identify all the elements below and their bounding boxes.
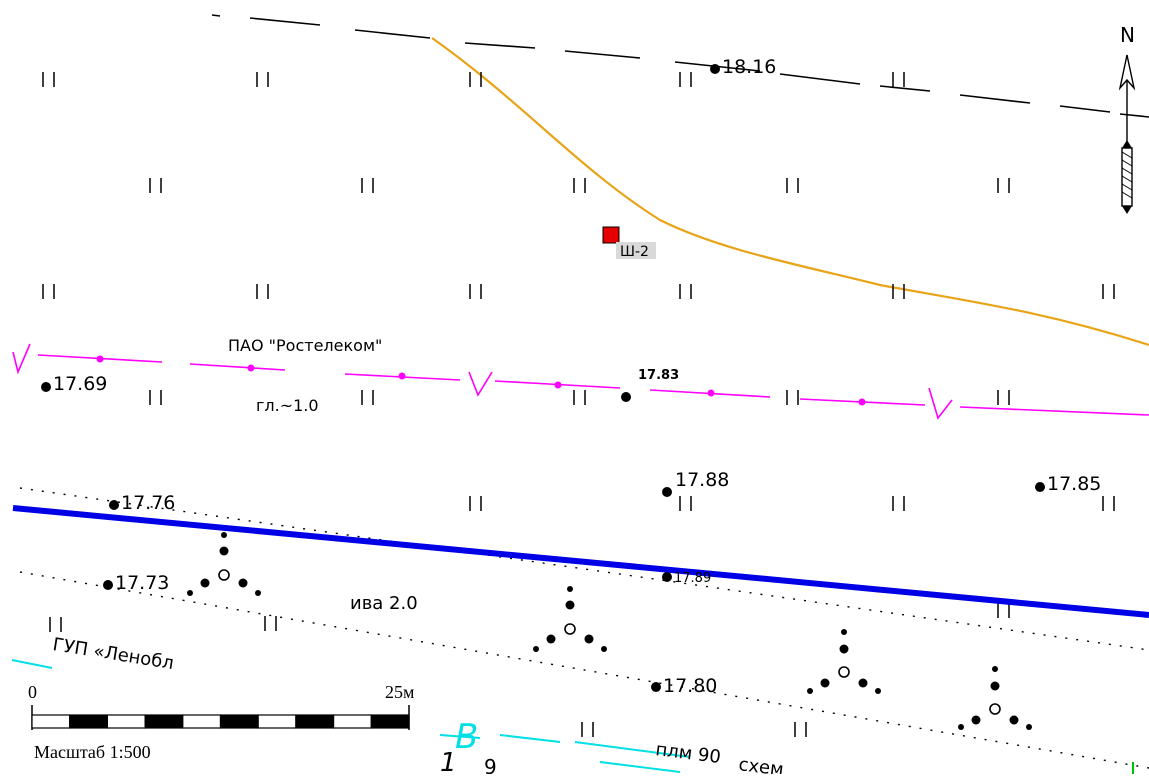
meadow-symbols xyxy=(42,72,1115,737)
meadow-symbol xyxy=(256,284,269,299)
scale-segment xyxy=(144,714,184,729)
meadow-symbol xyxy=(794,722,807,737)
scale-segment xyxy=(31,714,71,729)
water-line xyxy=(11,659,691,773)
elevation-label: 17.88 xyxy=(675,469,729,491)
elevation-point xyxy=(662,572,672,582)
well-marker: Ш-2 xyxy=(602,226,656,260)
pipe-label: плм 90 xyxy=(654,739,722,768)
well-icon xyxy=(602,226,620,244)
meadow-symbol xyxy=(679,496,692,511)
scale-segment xyxy=(370,714,410,729)
meadow-symbol xyxy=(361,390,374,405)
meadow-symbol xyxy=(892,496,905,511)
meadow-symbol xyxy=(42,72,55,87)
scheme-label: схем xyxy=(737,754,784,774)
scale-segment xyxy=(333,714,372,729)
scale-segments xyxy=(31,714,410,729)
elevation-label: 17.73 xyxy=(115,572,169,594)
telecom-cable xyxy=(12,343,1149,420)
meadow-symbol xyxy=(573,390,586,405)
meadow-symbol xyxy=(469,284,482,299)
elevation-point xyxy=(103,580,113,590)
meadow-symbol xyxy=(469,496,482,511)
tree-label: ива 2.0 xyxy=(350,593,418,614)
meadow-symbol xyxy=(997,390,1010,405)
meadow-symbol xyxy=(361,178,374,193)
well-label: Ш-2 xyxy=(620,244,649,260)
scale-segment xyxy=(257,714,297,729)
elevation-labels: 18.16 17.69 17.83 17.88 17.85 17.76 17.7… xyxy=(53,56,1101,697)
meadow-symbol xyxy=(573,178,586,193)
dotted-lines xyxy=(19,487,1149,769)
road-edge-dashed-line xyxy=(211,14,1149,118)
other-owner-label: ГУП «Ленобл xyxy=(51,634,175,674)
tree-symbols xyxy=(187,532,1032,730)
elevation-label: 17.80 xyxy=(663,675,717,697)
cable-owner-label: ПАО "Ростелеком" xyxy=(228,336,382,355)
meadow-symbol xyxy=(1102,284,1115,299)
cable-nodes xyxy=(96,355,866,406)
meadow-symbol xyxy=(997,603,1010,618)
tree-symbol xyxy=(187,532,261,596)
elevation-points xyxy=(41,64,1045,692)
north-label: N xyxy=(1120,23,1135,47)
tree-symbol xyxy=(533,586,607,652)
scale-segment xyxy=(182,714,222,729)
elevation-label: 18.16 xyxy=(722,56,776,78)
meadow-symbol xyxy=(581,722,594,737)
elevation-point xyxy=(651,682,661,692)
meadow-symbol xyxy=(264,616,277,631)
scale-segment xyxy=(106,714,146,729)
elevation-label: 17.85 xyxy=(1047,473,1101,495)
north-arrow: N xyxy=(1118,23,1136,214)
bottom-number-label: 1 xyxy=(440,748,457,774)
elevation-label: 17.89 xyxy=(674,571,711,586)
scale-segment xyxy=(219,714,259,729)
scale-start-label: 0 xyxy=(28,682,37,702)
meadow-symbol xyxy=(679,284,692,299)
main-pipeline-line xyxy=(12,505,1149,618)
tree-symbol xyxy=(807,629,881,694)
meadow-symbol xyxy=(149,390,162,405)
scale-segment xyxy=(295,714,335,729)
elevation-point xyxy=(109,500,119,510)
meadow-symbol xyxy=(1102,496,1115,511)
meadow-symbol xyxy=(49,617,62,632)
elevation-point xyxy=(662,487,672,497)
elevation-point xyxy=(41,382,51,392)
bottom-number-label: 9 xyxy=(484,755,497,774)
meadow-symbol xyxy=(997,178,1010,193)
meadow-symbol xyxy=(786,390,799,405)
elevation-point xyxy=(621,392,631,402)
meadow-symbol xyxy=(679,72,692,87)
elevation-label: 17.83 xyxy=(638,368,679,383)
scale-caption: Масштаб 1:500 xyxy=(34,742,151,762)
elevation-label: 17.76 xyxy=(121,492,175,514)
meadow-symbol xyxy=(42,284,55,299)
cable-depth-label: гл.~1.0 xyxy=(256,396,319,415)
meadow-symbol xyxy=(786,178,799,193)
scale-segment xyxy=(69,714,108,729)
scale-bar: 0 25м Масштаб 1:500 xyxy=(0,676,430,774)
scale-end-label: 25м xyxy=(385,682,414,702)
meadow-symbol xyxy=(892,284,905,299)
boundary-line xyxy=(431,37,1149,347)
meadow-symbol xyxy=(892,72,905,87)
elevation-point xyxy=(1035,482,1045,492)
elevation-label: 17.69 xyxy=(53,373,107,395)
meadow-symbol xyxy=(469,72,482,87)
meadow-symbol xyxy=(256,72,269,87)
tree-symbol xyxy=(958,666,1032,730)
meadow-symbol xyxy=(149,178,162,193)
water-letter: B xyxy=(455,717,478,757)
elevation-point xyxy=(710,64,720,74)
